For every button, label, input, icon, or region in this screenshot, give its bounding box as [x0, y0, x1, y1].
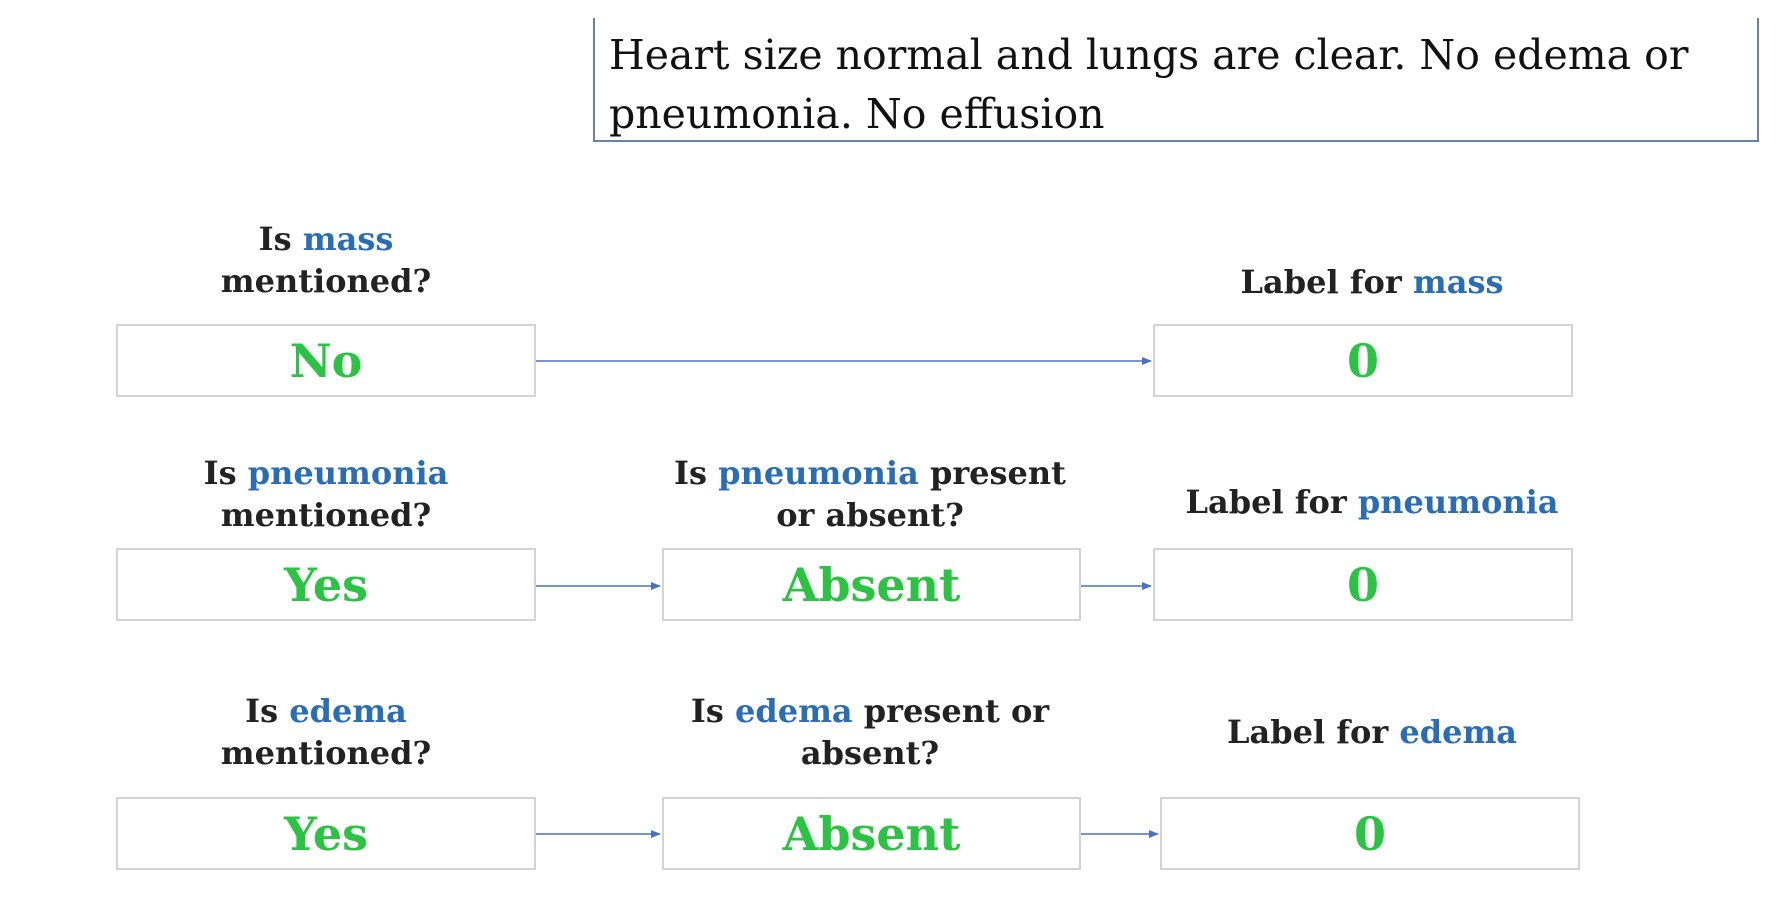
edema-presence-keyword: edema	[734, 692, 853, 730]
report-text: Heart size normal and lungs are clear. N…	[609, 31, 1689, 138]
mass-mentioned-answer-box: No	[116, 324, 536, 397]
mass-mentioned-answer: No	[289, 333, 363, 388]
pneumonia-mentioned-answer-box: Yes	[116, 548, 536, 621]
pneumonia-presence-question: Is pneumonia present or absent?	[674, 454, 1066, 534]
pneumonia-label-question: Label for pneumonia	[1185, 483, 1559, 521]
mass-label-question: Label for mass	[1240, 263, 1504, 301]
pneumonia-presence-answer-box: Absent	[662, 548, 1081, 621]
mass-label-box: 0	[1153, 324, 1573, 397]
pneumonia-label-value: 0	[1346, 557, 1379, 612]
mass-label-value: 0	[1346, 333, 1379, 388]
pneumonia-keyword: pneumonia	[247, 454, 449, 492]
mass-keyword: mass	[302, 220, 394, 258]
edema-label-question: Label for edema	[1226, 713, 1518, 751]
edema-keyword: edema	[289, 692, 407, 730]
pneumonia-presence-keyword: pneumonia	[718, 454, 919, 492]
edema-mentioned-answer-box: Yes	[116, 797, 536, 870]
pneumonia-label-box: 0	[1153, 548, 1573, 621]
pneumonia-presence-answer: Absent	[782, 557, 961, 612]
pneumonia-mentioned-answer: Yes	[283, 557, 368, 612]
edema-mentioned-answer: Yes	[283, 806, 368, 861]
edema-mentioned-question: Is edema mentioned?	[220, 692, 432, 772]
edema-presence-answer: Absent	[782, 806, 961, 861]
edema-label-keyword: edema	[1399, 713, 1518, 751]
pneumonia-mentioned-question: Is pneumonia mentioned?	[203, 454, 449, 534]
edema-presence-answer-box: Absent	[662, 797, 1081, 870]
pneumonia-label-keyword: pneumonia	[1357, 483, 1559, 521]
edema-label-box: 0	[1160, 797, 1580, 870]
report-box: Heart size normal and lungs are clear. N…	[593, 18, 1759, 142]
edema-label-value: 0	[1353, 806, 1386, 861]
mass-mentioned-question: Is mass mentioned?	[220, 220, 432, 300]
edema-presence-question: Is edema present or absent?	[690, 692, 1050, 772]
mass-label-keyword: mass	[1412, 263, 1504, 301]
